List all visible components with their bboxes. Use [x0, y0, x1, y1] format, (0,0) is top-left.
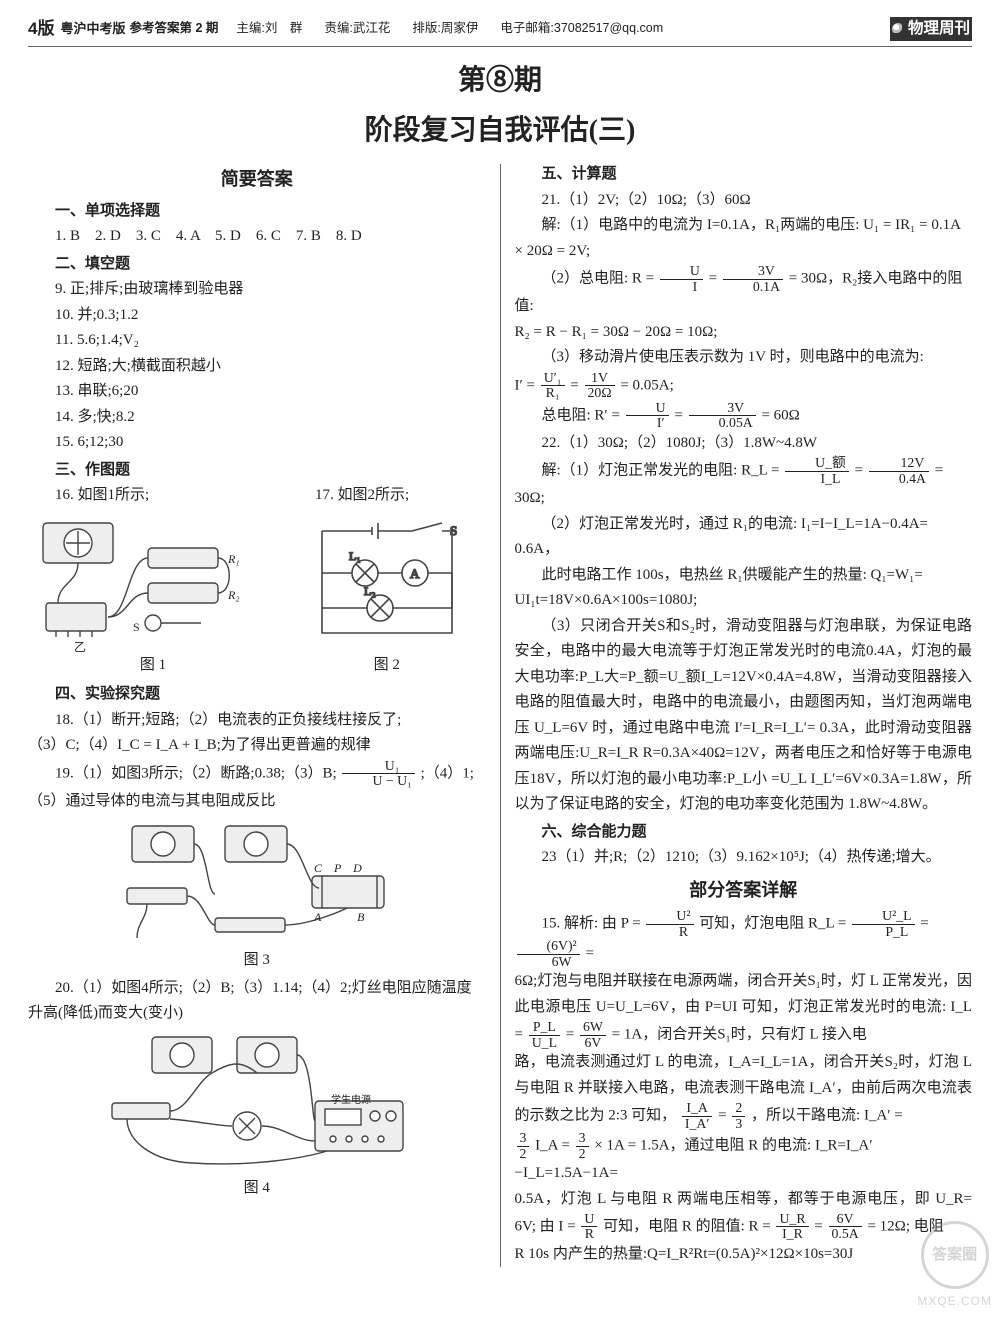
section-5-title: 五、计算题 — [515, 162, 973, 188]
figure-3: C P D A B — [28, 818, 486, 948]
q22-sol-2a: （2）灯泡正常发光时，通过 R₁的电流: I₁=I−I_L=1A−0.4A= 0… — [515, 512, 973, 563]
layout-credit: 排版:周家伊 — [412, 18, 478, 39]
q10: 10. 并;0.3;1.2 — [28, 303, 486, 329]
top-bar: 4版 粤沪中考版 参考答案第 2 期 主编:刘 群 责编:武江花 排版:周家伊 … — [28, 14, 972, 47]
svg-text:L₂: L₂ — [364, 584, 376, 598]
d15-c: 路，电流表测通过灯 L 的电流，I_A=I_L=1A，闭合开关S₂时，灯泡 L … — [515, 1050, 973, 1131]
svg-text:S: S — [133, 620, 140, 634]
section-2-title: 二、填空题 — [28, 252, 486, 278]
svg-text:C P D: C P D — [314, 861, 362, 875]
svg-text:A B: A B — [313, 910, 365, 924]
q15: 15. 6;12;30 — [28, 430, 486, 456]
svg-text:L₁: L₁ — [349, 549, 361, 563]
q22-sol-2b: 此时电路工作 100s，电热丝 R₁供暖能产生的热量: Q₁=W₁= UI₁t=… — [515, 563, 973, 614]
figure-2-caption: 图 2 — [288, 653, 486, 679]
q22: 22.（1）30Ω;（2）1080J;（3）1.8W~4.8W — [515, 431, 973, 457]
figure-1-caption: 图 1 — [28, 653, 278, 679]
q21-sol-3b: I′ = U′₁R₁ = 1V20Ω = 0.05A; — [515, 371, 973, 401]
figure-4: 学生电源 — [28, 1031, 486, 1176]
circuit-diagram-icon: C P D A B — [107, 818, 407, 948]
editor: 责编:武江花 — [324, 18, 390, 39]
title-line1: 第⑧期 — [28, 57, 972, 105]
page-root: 4版 粤沪中考版 参考答案第 2 期 主编:刘 群 责编:武江花 排版:周家伊 … — [0, 0, 1000, 1317]
section-4-title: 四、实验探究题 — [28, 682, 486, 708]
watermark: 答案圈 MXQE.COM — [917, 1221, 992, 1311]
d15-a: 15. 解析: 由 P = U²R 可知，灯泡电阻 R_L = U²_LP_L … — [515, 909, 973, 969]
svg-text:乙: 乙 — [74, 640, 86, 653]
left-column: 简要答案 一、单项选择题 1. B 2. D 3. C 4. A 5. D 6.… — [28, 160, 486, 1267]
figure-2: S L₁ A — [288, 513, 486, 653]
figure-4-caption: 图 4 — [28, 1176, 486, 1202]
svg-text:R₂: R₂ — [227, 588, 240, 602]
q11: 11. 5.6;1.4;V₂ — [28, 328, 486, 354]
q19b: （5）通过导体的电流与其电阻成反比 — [28, 789, 486, 815]
watermark-domain: MXQE.COM — [917, 1291, 992, 1311]
q19a: 19.（1）如图3所示;（2）断路;0.38;（3）B; U₁U − U₁ ;（… — [28, 759, 486, 789]
q16: 16. 如图1所示; — [28, 483, 278, 509]
svg-text:S: S — [450, 523, 457, 538]
q18a: 18.（1）断开;短路;（2）电流表的正负接线柱接反了; — [28, 708, 486, 734]
q21-sol-1: 解:（1）电路中的电流为 I=0.1A，R₁两端的电压: U₁ = IR₁ = … — [515, 213, 973, 264]
q22-sol-3: （3）只闭合开关S和S₂时，滑动变阻器与灯泡串联，为保证电路安全，电路中的最大电… — [515, 614, 973, 818]
title-line2: 阶段复习自我评估(三) — [28, 107, 972, 155]
q13: 13. 串联;6;20 — [28, 379, 486, 405]
q23: 23（1）并;R;（2）1210;（3）9.162×10⁵J;（4）热传递;增大… — [515, 845, 973, 871]
d15-f: R 10s 内产生的热量:Q=I_R²Rt=(0.5A)²×12Ω×10s=30… — [515, 1242, 973, 1268]
q22-sol-1: 解:（1）灯泡正常发光的电阻: R_L = U_额I_L = 12V0.4A =… — [515, 456, 973, 511]
page-number: 4版 — [28, 15, 54, 44]
q21-sol-3c: 总电阻: R′ = UI′ = 3V0.05A = 60Ω — [515, 401, 973, 431]
d15-e: 0.5A，灯泡 L 与电阻 R 两端电压相等，都等于电源电压，即 U_R= 6V… — [515, 1187, 973, 1242]
q1-8: 1. B 2. D 3. C 4. A 5. D 6. C 7. B 8. D — [28, 224, 486, 250]
q9: 9. 正;排斥;由玻璃棒到验电器 — [28, 277, 486, 303]
issue: 参考答案第 2 期 — [129, 18, 218, 39]
q14: 14. 多;快;8.2 — [28, 405, 486, 431]
chief-editor: 主编:刘 群 — [236, 18, 302, 39]
q12: 12. 短路;大;横截面积越小 — [28, 354, 486, 380]
svg-text:学生电源: 学生电源 — [331, 1093, 371, 1106]
svg-text:R₁: R₁ — [227, 552, 240, 566]
svg-text:A: A — [410, 566, 420, 581]
detail-heading: 部分答案详解 — [515, 875, 973, 906]
d15-d: 32 I_A = 32 × 1A = 1.5A，通过电阻 R 的电流: I_R=… — [515, 1131, 973, 1186]
column-divider — [500, 164, 501, 1267]
figures-1-2: 16. 如图1所示; — [28, 483, 486, 680]
q21-sol-2a: （2）总电阻: R = UI = 3V0.1A = 30Ω，R₂接入电路中的阻值… — [515, 264, 973, 319]
q21-sol-3a: （3）移动滑片使电压表示数为 1V 时，则电路中的电流为: — [515, 345, 973, 371]
right-column: 五、计算题 21.（1）2V;（2）10Ω;（3）60Ω 解:（1）电路中的电流… — [515, 160, 973, 1267]
section-6-title: 六、综合能力题 — [515, 820, 973, 846]
figure-1: R₁ R₂ S 乙 — [28, 513, 278, 653]
edition: 粤沪中考版 — [60, 18, 125, 40]
two-column-body: 简要答案 一、单项选择题 1. B 2. D 3. C 4. A 5. D 6.… — [28, 160, 972, 1267]
circuit-diagram-icon: R₁ R₂ S 乙 — [28, 513, 278, 653]
brief-heading: 简要答案 — [28, 164, 486, 195]
q20: 20.（1）如图4所示;（2）B;（3）1.14;（4）2;灯丝电阻应随温度升高… — [28, 976, 486, 1027]
q18b: （3）C;（4）I_C = I_A + I_B;为了得出更普遍的规律 — [28, 733, 486, 759]
circuit-diagram-icon: 学生电源 — [97, 1031, 417, 1176]
email: 电子邮箱:37082517@qq.com — [500, 18, 663, 39]
d15-b: 6Ω;灯泡与电阻并联接在电源两端，闭合开关S₁时，灯 L 正常发光，因此电源电压… — [515, 969, 973, 1050]
figure-3-caption: 图 3 — [28, 948, 486, 974]
watermark-ring: 答案圈 — [921, 1221, 989, 1289]
circuit-diagram-icon: S L₁ A — [302, 513, 472, 653]
section-1-title: 一、单项选择题 — [28, 199, 486, 225]
brand-badge: 物理周刊 — [890, 17, 972, 41]
q21: 21.（1）2V;（2）10Ω;（3）60Ω — [515, 188, 973, 214]
section-3-title: 三、作图题 — [28, 458, 486, 484]
q21-sol-2b: R₂ = R − R₁ = 30Ω − 20Ω = 10Ω; — [515, 320, 973, 346]
q17: 17. 如图2所示; — [288, 483, 486, 509]
